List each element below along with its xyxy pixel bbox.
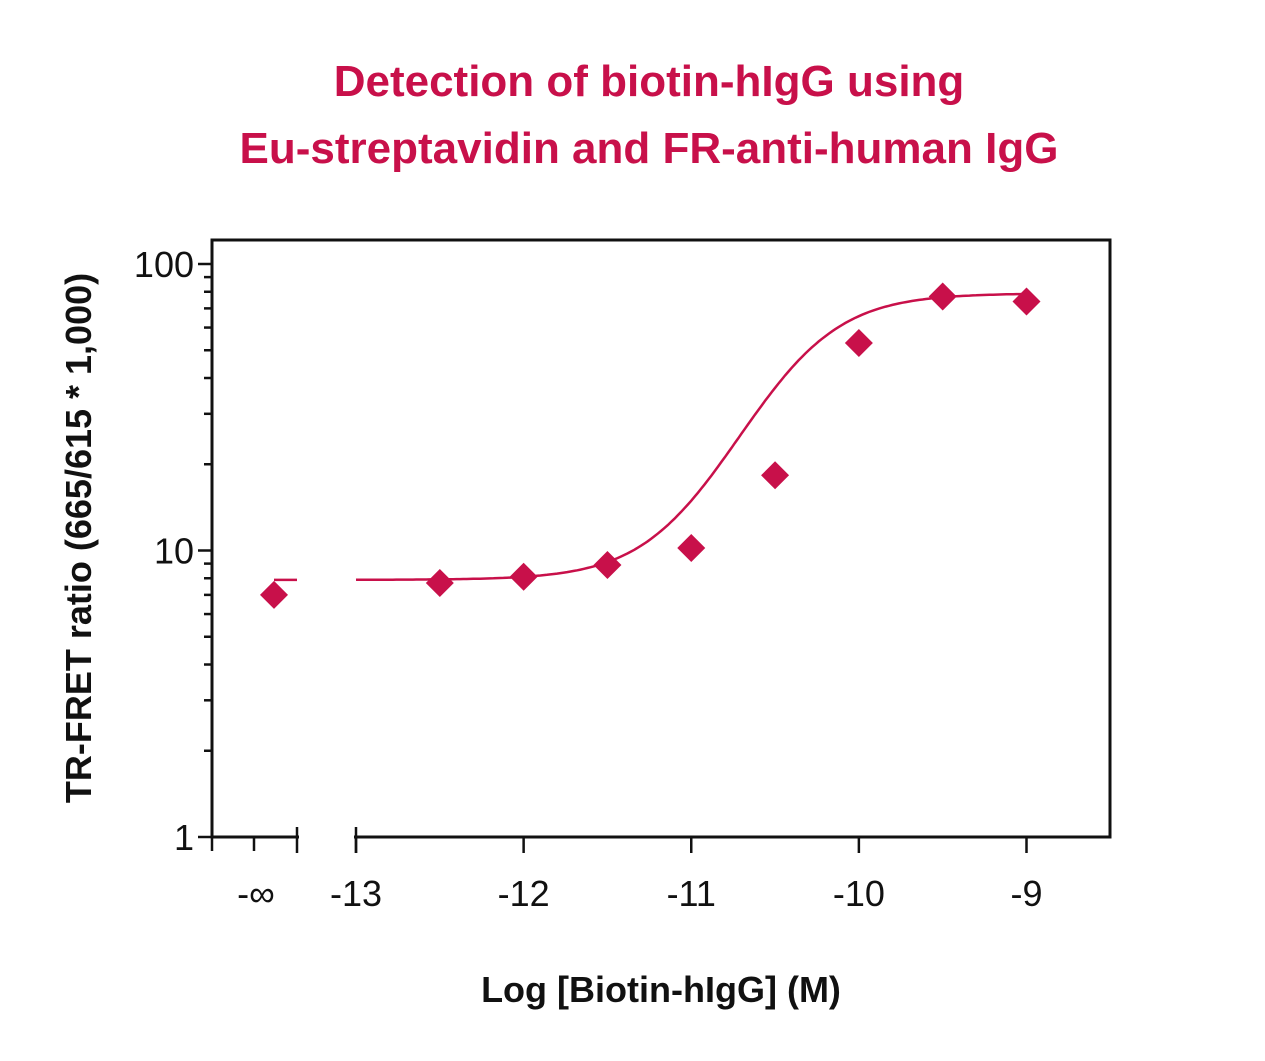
y-tick-label: 1: [174, 817, 194, 858]
data-point: [761, 461, 790, 490]
data-point: [593, 550, 622, 579]
x-tick-label: -11: [667, 873, 716, 914]
chart-title-line-1: Detection of biotin-hIgG using: [334, 57, 965, 106]
data-point: [844, 328, 873, 357]
x-axis: -∞ -13 -12 -11 -10 -9: [210, 827, 1043, 914]
x-axis-label: Log [Biotin-hIgG] (M): [481, 969, 841, 1010]
chart-title-line-2: Eu-streptavidin and FR-anti-human IgG: [240, 124, 1059, 173]
y-axis: 1 10 100: [134, 244, 212, 858]
fit-curve-layer: [274, 292, 1027, 582]
x-tick-label: -12: [498, 873, 550, 914]
fit-curve: [355, 292, 1027, 582]
y-tick-label: 10: [154, 531, 194, 572]
x-tick-label: -9: [1010, 873, 1042, 914]
data-point: [1012, 287, 1041, 316]
x-tick-label-infinity: -∞: [237, 873, 275, 914]
data-point: [677, 534, 706, 563]
data-point: [509, 562, 538, 591]
x-axis-break-gap: [299, 834, 354, 840]
data-point-zero: [260, 580, 288, 609]
x-tick-label: -13: [330, 873, 382, 914]
x-tick-label: -10: [833, 873, 885, 914]
plot-frame: [210, 238, 1112, 839]
y-axis-label: TR-FRET ratio (665/615 * 1,000): [58, 273, 99, 803]
data-points-layer: [260, 282, 1041, 609]
data-point: [928, 282, 957, 311]
y-tick-label: 100: [134, 244, 194, 285]
data-point: [425, 569, 454, 598]
